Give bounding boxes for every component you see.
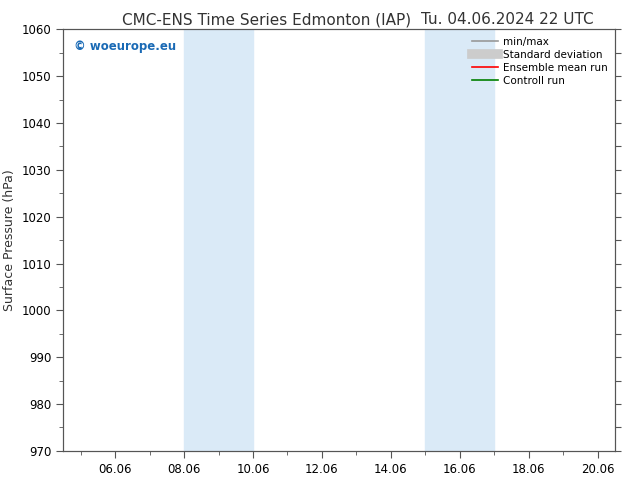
Text: © woeurope.eu: © woeurope.eu xyxy=(74,40,176,53)
Bar xyxy=(425,29,495,451)
Bar xyxy=(184,29,253,451)
Y-axis label: Surface Pressure (hPa): Surface Pressure (hPa) xyxy=(3,169,16,311)
Legend: min/max, Standard deviation, Ensemble mean run, Controll run: min/max, Standard deviation, Ensemble me… xyxy=(467,32,612,90)
Text: Tu. 04.06.2024 22 UTC: Tu. 04.06.2024 22 UTC xyxy=(421,12,593,27)
Text: CMC-ENS Time Series Edmonton (IAP): CMC-ENS Time Series Edmonton (IAP) xyxy=(122,12,411,27)
